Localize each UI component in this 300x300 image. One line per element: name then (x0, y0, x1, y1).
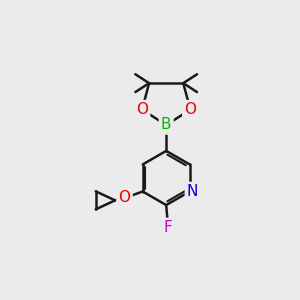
Text: O: O (136, 102, 148, 117)
Text: O: O (184, 102, 196, 117)
Text: N: N (187, 184, 198, 199)
Text: B: B (161, 118, 171, 133)
Text: O: O (118, 190, 130, 206)
Text: F: F (163, 220, 172, 235)
